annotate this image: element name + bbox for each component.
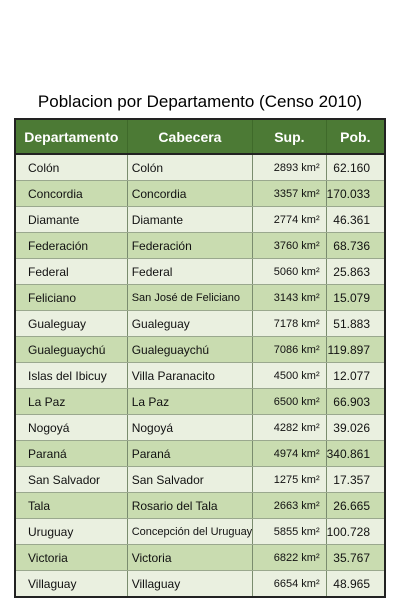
table-row: Uruguay Concepción del Uruguay 5855 km² 100… [15,518,385,545]
cell-departamento: Feliciano [15,284,128,311]
cell-superficie: 3357 km² [252,180,327,207]
table-row: San Salvador San Salvador 1275 km² 17.357 [15,466,385,493]
cell-cabecera: Colón [127,154,254,181]
cell-poblacion: 26.665 [326,492,385,519]
cell-superficie: 4500 km² [252,362,327,389]
cell-departamento: Concordia [15,180,128,207]
cell-poblacion: 39.026 [326,414,385,441]
cell-superficie: 7178 km² [252,310,327,337]
cell-poblacion: 25.863 [326,258,385,285]
cell-poblacion: 119.897 [326,336,385,363]
cell-departamento: Colón [15,154,128,181]
cell-superficie: 6822 km² [252,544,327,571]
cell-superficie: 3143 km² [252,284,327,311]
cell-poblacion: 68.736 [326,232,385,259]
table-title: Poblacion por Departamento (Censo 2010) [37,92,363,111]
cell-cabecera: Nogoyá [127,414,254,441]
table-row: Islas del Ibicuy Villa Paranacito 4500 km²… [15,362,385,389]
cell-superficie: 6654 km² [252,570,327,597]
cell-poblacion: 15.079 [326,284,385,311]
cell-poblacion: 17.357 [326,466,385,493]
cell-superficie: 6500 km² [252,388,327,415]
table-row: Paraná Paraná 4974 km² 340.861 [15,440,385,467]
table-row: Victoria Victoria 6822 km² 35.767 [15,544,385,571]
cell-superficie: 2663 km² [252,492,327,519]
table-row: Federal Federal 5060 km² 25.863 [15,258,385,285]
cell-cabecera: San Salvador [127,466,254,493]
cell-superficie: 5855 km² [252,518,327,545]
table-row: Tala Rosario del Tala 2663 km² 26.665 [15,492,385,519]
header-superficie: Sup. [252,119,327,155]
cell-departamento: La Paz [15,388,128,415]
header-cabecera: Cabecera [127,119,254,155]
cell-cabecera: Villaguay [127,570,254,597]
cell-superficie: 5060 km² [252,258,327,285]
cell-superficie: 4974 km² [252,440,327,467]
cell-superficie: 4282 km² [252,414,327,441]
cell-poblacion: 66.903 [326,388,385,415]
cell-cabecera: Gualeguay [127,310,254,337]
table-row: Gualeguay Gualeguay 7178 km² 51.883 [15,310,385,337]
cell-cabecera: Victoria [127,544,254,571]
cell-departamento: Gualeguaychú [15,336,128,363]
table-row: Federación Federación 3760 km² 68.736 [15,232,385,259]
table-row: Villaguay Villaguay 6654 km² 48.965 [15,570,385,597]
cell-cabecera: Federal [127,258,254,285]
cell-poblacion: 35.767 [326,544,385,571]
cell-cabecera: Paraná [127,440,254,467]
cell-superficie: 3760 km² [252,232,327,259]
cell-cabecera: Concordia [127,180,254,207]
cell-departamento: Nogoyá [15,414,128,441]
table-row: Nogoyá Nogoyá 4282 km² 39.026 [15,414,385,441]
cell-poblacion: 340.861 [326,440,385,467]
cell-departamento: San Salvador [15,466,128,493]
header-poblacion: Pob. [326,119,385,155]
cell-departamento: Federal [15,258,128,285]
table-row: Diamante Diamante 2774 km² 46.361 [15,206,385,233]
cell-cabecera: Gualeguaychú [127,336,254,363]
cell-poblacion: 100.728 [326,518,385,545]
cell-departamento: Federación [15,232,128,259]
cell-departamento: Villaguay [15,570,128,597]
population-table: Departamento Cabecera Sup. Pob. Colón Col… [14,118,386,598]
cell-superficie: 7086 km² [252,336,327,363]
table-row: Feliciano San José de Feliciano 3143 km² 15… [15,284,385,311]
cell-departamento: Victoria [15,544,128,571]
cell-poblacion: 51.883 [326,310,385,337]
cell-cabecera: San José de Feliciano [127,284,254,311]
cell-poblacion: 62.160 [326,154,385,181]
cell-departamento: Tala [15,492,128,519]
table-row: Concordia Concordia 3357 km² 170.033 [15,180,385,207]
cell-cabecera: Concepción del Uruguay [127,518,254,545]
cell-cabecera: La Paz [127,388,254,415]
cell-departamento: Paraná [15,440,128,467]
cell-superficie: 1275 km² [252,466,327,493]
header-departamento: Departamento [15,119,128,155]
table-row: La Paz La Paz 6500 km² 66.903 [15,388,385,415]
cell-cabecera: Diamante [127,206,254,233]
cell-superficie: 2893 km² [252,154,327,181]
table-body: Colón Colón 2893 km² 62.160 Concordia Concord… [15,154,385,597]
cell-departamento: Islas del Ibicuy [15,362,128,389]
cell-poblacion: 46.361 [326,206,385,233]
cell-poblacion: 170.033 [326,180,385,207]
cell-cabecera: Villa Paranacito [127,362,254,389]
cell-cabecera: Rosario del Tala [127,492,254,519]
cell-departamento: Diamante [15,206,128,233]
table-row: Colón Colón 2893 km² 62.160 [15,154,385,181]
cell-departamento: Uruguay [15,518,128,545]
cell-departamento: Gualeguay [15,310,128,337]
cell-superficie: 2774 km² [252,206,327,233]
cell-poblacion: 12.077 [326,362,385,389]
table-header-row: Departamento Cabecera Sup. Pob. [15,119,385,155]
cell-cabecera: Federación [127,232,254,259]
table-row: Gualeguaychú Gualeguaychú 7086 km² 119.897 [15,336,385,363]
cell-poblacion: 48.965 [326,570,385,597]
